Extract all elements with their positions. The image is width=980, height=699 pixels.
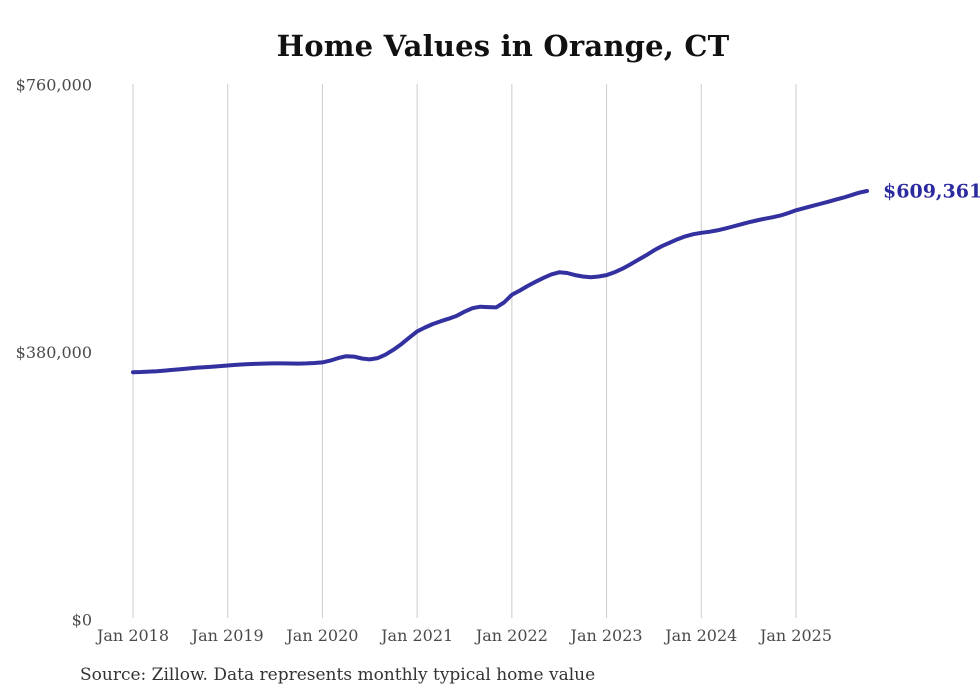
x-tick-label: Jan 2024 (663, 626, 737, 645)
y-tick-label: $380,000 (16, 343, 92, 362)
chart-title: Home Values in Orange, CT (276, 29, 730, 63)
y-tick-label: $0 (72, 611, 92, 630)
x-tick-label: Jan 2020 (284, 626, 358, 645)
x-tick-label: Jan 2019 (190, 626, 264, 645)
x-tick-label: Jan 2021 (379, 626, 453, 645)
x-tick-label: Jan 2023 (569, 626, 643, 645)
x-tick-label: Jan 2018 (95, 626, 169, 645)
end-value-label: $609,361 (883, 181, 980, 203)
y-tick-label: $760,000 (16, 76, 92, 95)
source-note: Source: Zillow. Data represents monthly … (80, 665, 596, 685)
x-tick-label: Jan 2025 (758, 626, 832, 645)
home-value-line (131, 189, 869, 375)
x-tick-label: Jan 2022 (474, 626, 548, 645)
